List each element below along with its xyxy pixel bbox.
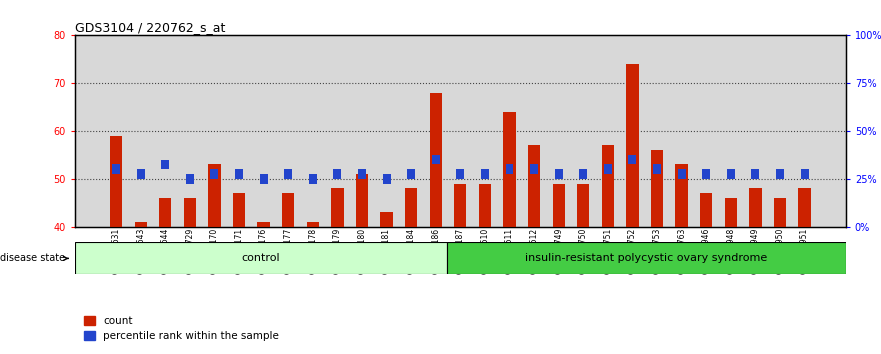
Legend: count, percentile rank within the sample: count, percentile rank within the sample	[80, 312, 283, 345]
Bar	[651, 150, 663, 227]
Bar	[161, 160, 169, 169]
Text: disease state: disease state	[0, 253, 68, 263]
Bar	[530, 164, 538, 174]
Text: GDS3104 / 220762_s_at: GDS3104 / 220762_s_at	[75, 21, 226, 34]
Bar	[602, 145, 614, 227]
Bar	[478, 183, 491, 227]
Bar	[282, 193, 294, 227]
Bar	[700, 193, 713, 227]
Bar	[676, 164, 688, 227]
Bar	[577, 183, 589, 227]
Bar	[233, 193, 245, 227]
Bar	[455, 183, 466, 227]
Bar	[727, 169, 735, 179]
Bar	[186, 174, 194, 183]
Bar	[137, 169, 144, 179]
Bar	[184, 198, 196, 227]
Bar	[382, 174, 390, 183]
Bar	[628, 155, 636, 164]
Bar	[159, 198, 172, 227]
Bar	[307, 222, 319, 227]
Bar	[208, 164, 220, 227]
Bar	[677, 169, 685, 179]
Bar	[798, 188, 811, 227]
Bar	[603, 164, 611, 174]
Bar	[309, 174, 317, 183]
Bar	[333, 169, 341, 179]
Bar	[481, 169, 489, 179]
Bar	[776, 169, 784, 179]
Text: control: control	[241, 253, 280, 263]
Bar	[260, 174, 268, 183]
Bar	[725, 198, 737, 227]
Bar	[506, 164, 514, 174]
Bar	[135, 222, 147, 227]
Bar	[235, 169, 243, 179]
Bar	[456, 169, 464, 179]
Bar	[580, 169, 588, 179]
Text: insulin-resistant polycystic ovary syndrome: insulin-resistant polycystic ovary syndr…	[525, 253, 767, 263]
Bar	[528, 145, 540, 227]
Bar	[555, 169, 563, 179]
Bar	[381, 212, 393, 227]
Bar	[358, 169, 366, 179]
Bar	[432, 155, 440, 164]
Bar	[430, 93, 442, 227]
FancyBboxPatch shape	[447, 242, 846, 274]
Bar	[405, 188, 418, 227]
Bar	[626, 64, 639, 227]
Bar	[774, 198, 786, 227]
Bar	[749, 188, 761, 227]
Bar	[407, 169, 415, 179]
Bar	[285, 169, 292, 179]
FancyBboxPatch shape	[75, 242, 447, 274]
Bar	[653, 164, 661, 174]
Bar	[331, 188, 344, 227]
Bar	[356, 174, 368, 227]
Bar	[503, 112, 515, 227]
Bar	[751, 169, 759, 179]
Bar	[112, 164, 120, 174]
Bar	[552, 183, 565, 227]
Bar	[257, 222, 270, 227]
Bar	[211, 169, 218, 179]
Bar	[801, 169, 809, 179]
Bar	[702, 169, 710, 179]
Bar	[110, 136, 122, 227]
